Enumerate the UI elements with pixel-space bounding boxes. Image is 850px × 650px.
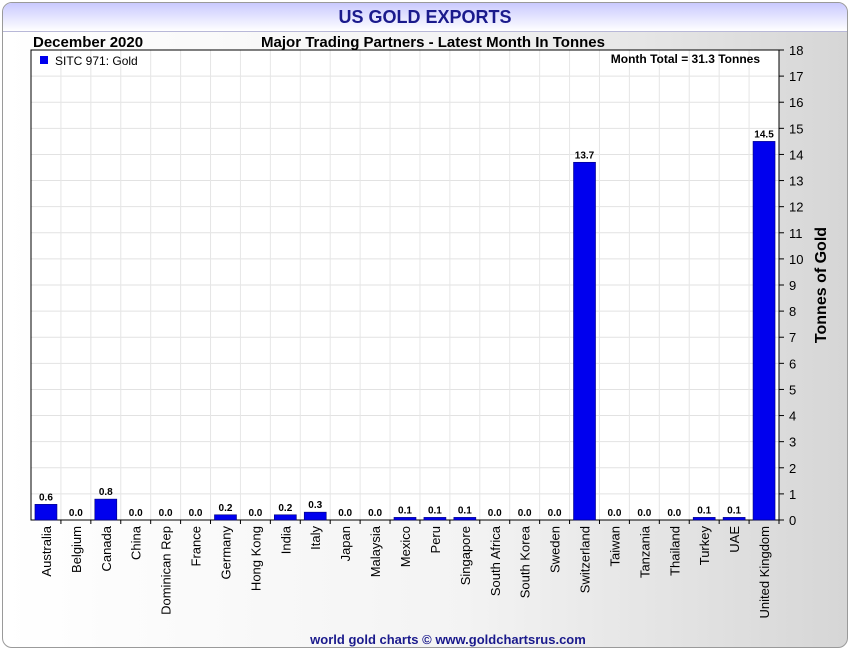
bar-value-label: 0.0 — [548, 508, 562, 519]
legend-swatch — [40, 56, 48, 64]
x-tick-label: France — [189, 526, 204, 566]
x-tick-label: Mexico — [398, 526, 413, 567]
y-tick-label: 10 — [789, 252, 803, 267]
bar — [692, 517, 716, 521]
bar-value-label: 0.0 — [248, 508, 262, 519]
bar-value-label: 0.0 — [69, 508, 83, 519]
bar — [303, 511, 327, 521]
bar — [573, 161, 596, 521]
month-total-annotation: Month Total = 31.3 Tonnes — [611, 52, 761, 66]
bar-value-label: 13.7 — [575, 150, 595, 161]
legend-label: SITC 971: Gold — [55, 54, 138, 68]
x-tick-label: Italy — [308, 526, 323, 550]
bar-value-label: 0.1 — [458, 505, 472, 516]
footer-credit: world gold charts © www.goldchartsrus.co… — [310, 632, 586, 647]
bar-value-label: 0.1 — [727, 505, 741, 516]
bar-value-label: 0.2 — [219, 503, 233, 514]
x-tick-label: Peru — [428, 526, 443, 553]
bar — [34, 504, 58, 521]
x-tick-label: Malaysia — [368, 525, 383, 577]
y-tick-label: 5 — [789, 382, 796, 397]
x-tick-label: South Africa — [488, 525, 503, 596]
y-tick-label: 14 — [789, 147, 803, 162]
x-tick-label: Singapore — [458, 526, 473, 585]
y-tick-label: 13 — [789, 174, 803, 189]
bar — [453, 517, 477, 521]
title-bar: US GOLD EXPORTS — [3, 3, 847, 32]
x-tick-label: South Korea — [518, 525, 533, 598]
y-tick-label: 7 — [789, 330, 796, 345]
chart-subtitle: Major Trading Partners - Latest Month In… — [261, 34, 605, 51]
x-tick-label: Canada — [99, 525, 114, 571]
x-tick-label: Belgium — [69, 526, 84, 573]
bar-value-label: 0.6 — [39, 492, 53, 503]
y-tick-label: 17 — [789, 69, 803, 84]
bar-value-label: 0.0 — [338, 508, 352, 519]
bar-value-label: 0.0 — [368, 508, 382, 519]
bar — [274, 514, 297, 521]
y-tick-label: 8 — [789, 304, 796, 319]
x-tick-label: Hong Kong — [248, 526, 263, 591]
bar-value-label: 14.5 — [754, 129, 774, 140]
bar-value-label: 0.3 — [308, 500, 322, 511]
y-tick-label: 18 — [789, 43, 803, 58]
y-tick-label: 4 — [789, 409, 796, 424]
y-tick-label: 9 — [789, 278, 796, 293]
y-tick-label: 1 — [789, 487, 796, 502]
y-tick-label: 3 — [789, 435, 796, 450]
bar-value-label: 0.1 — [428, 505, 442, 516]
x-tick-label: Thailand — [667, 526, 682, 576]
bar-value-label: 0.0 — [129, 508, 143, 519]
bar — [214, 514, 237, 521]
x-tick-label: Japan — [338, 526, 353, 561]
bar-value-label: 0.0 — [607, 508, 621, 519]
bar-value-label: 0.1 — [697, 505, 711, 516]
x-tick-label: Taiwan — [607, 526, 622, 566]
y-tick-label: 11 — [789, 226, 803, 241]
bar-value-label: 0.0 — [637, 508, 651, 519]
bar-value-label: 0.0 — [667, 508, 681, 519]
chart-title: US GOLD EXPORTS — [338, 7, 512, 27]
x-tick-label: UAE — [727, 526, 742, 553]
x-tick-label: Switzerland — [578, 526, 593, 593]
bar — [423, 517, 447, 521]
x-tick-label: India — [278, 525, 293, 554]
bar — [752, 141, 776, 521]
y-tick-label: 2 — [789, 461, 796, 476]
bar — [94, 498, 118, 521]
y-tick-label: 15 — [789, 121, 803, 136]
y-tick-label: 16 — [789, 95, 803, 110]
x-tick-label: Sweden — [548, 526, 563, 573]
bar — [722, 517, 746, 521]
x-tick-label: Turkey — [697, 526, 712, 566]
bar-value-label: 0.2 — [278, 503, 292, 514]
month-label: December 2020 — [33, 34, 144, 51]
x-tick-label: Dominican Rep — [159, 526, 174, 615]
x-tick-label: China — [129, 525, 144, 560]
bar-value-label: 0.0 — [189, 508, 203, 519]
bar-value-label: 0.8 — [99, 487, 113, 498]
x-tick-label: Australia — [39, 525, 54, 576]
y-tick-label: 6 — [789, 356, 796, 371]
x-tick-label: Tanzania — [637, 525, 652, 578]
x-tick-label: United Kingdom — [757, 526, 772, 619]
y-axis-label: Tonnes of Gold — [813, 227, 830, 343]
bar-value-label: 0.0 — [159, 508, 173, 519]
bar-value-label: 0.0 — [488, 508, 502, 519]
bar-value-label: 0.0 — [518, 508, 532, 519]
bar — [393, 517, 417, 521]
y-tick-label: 0 — [789, 513, 796, 528]
x-tick-label: Germany — [218, 526, 233, 580]
y-tick-label: 12 — [789, 200, 803, 215]
bar-value-label: 0.1 — [398, 505, 412, 516]
